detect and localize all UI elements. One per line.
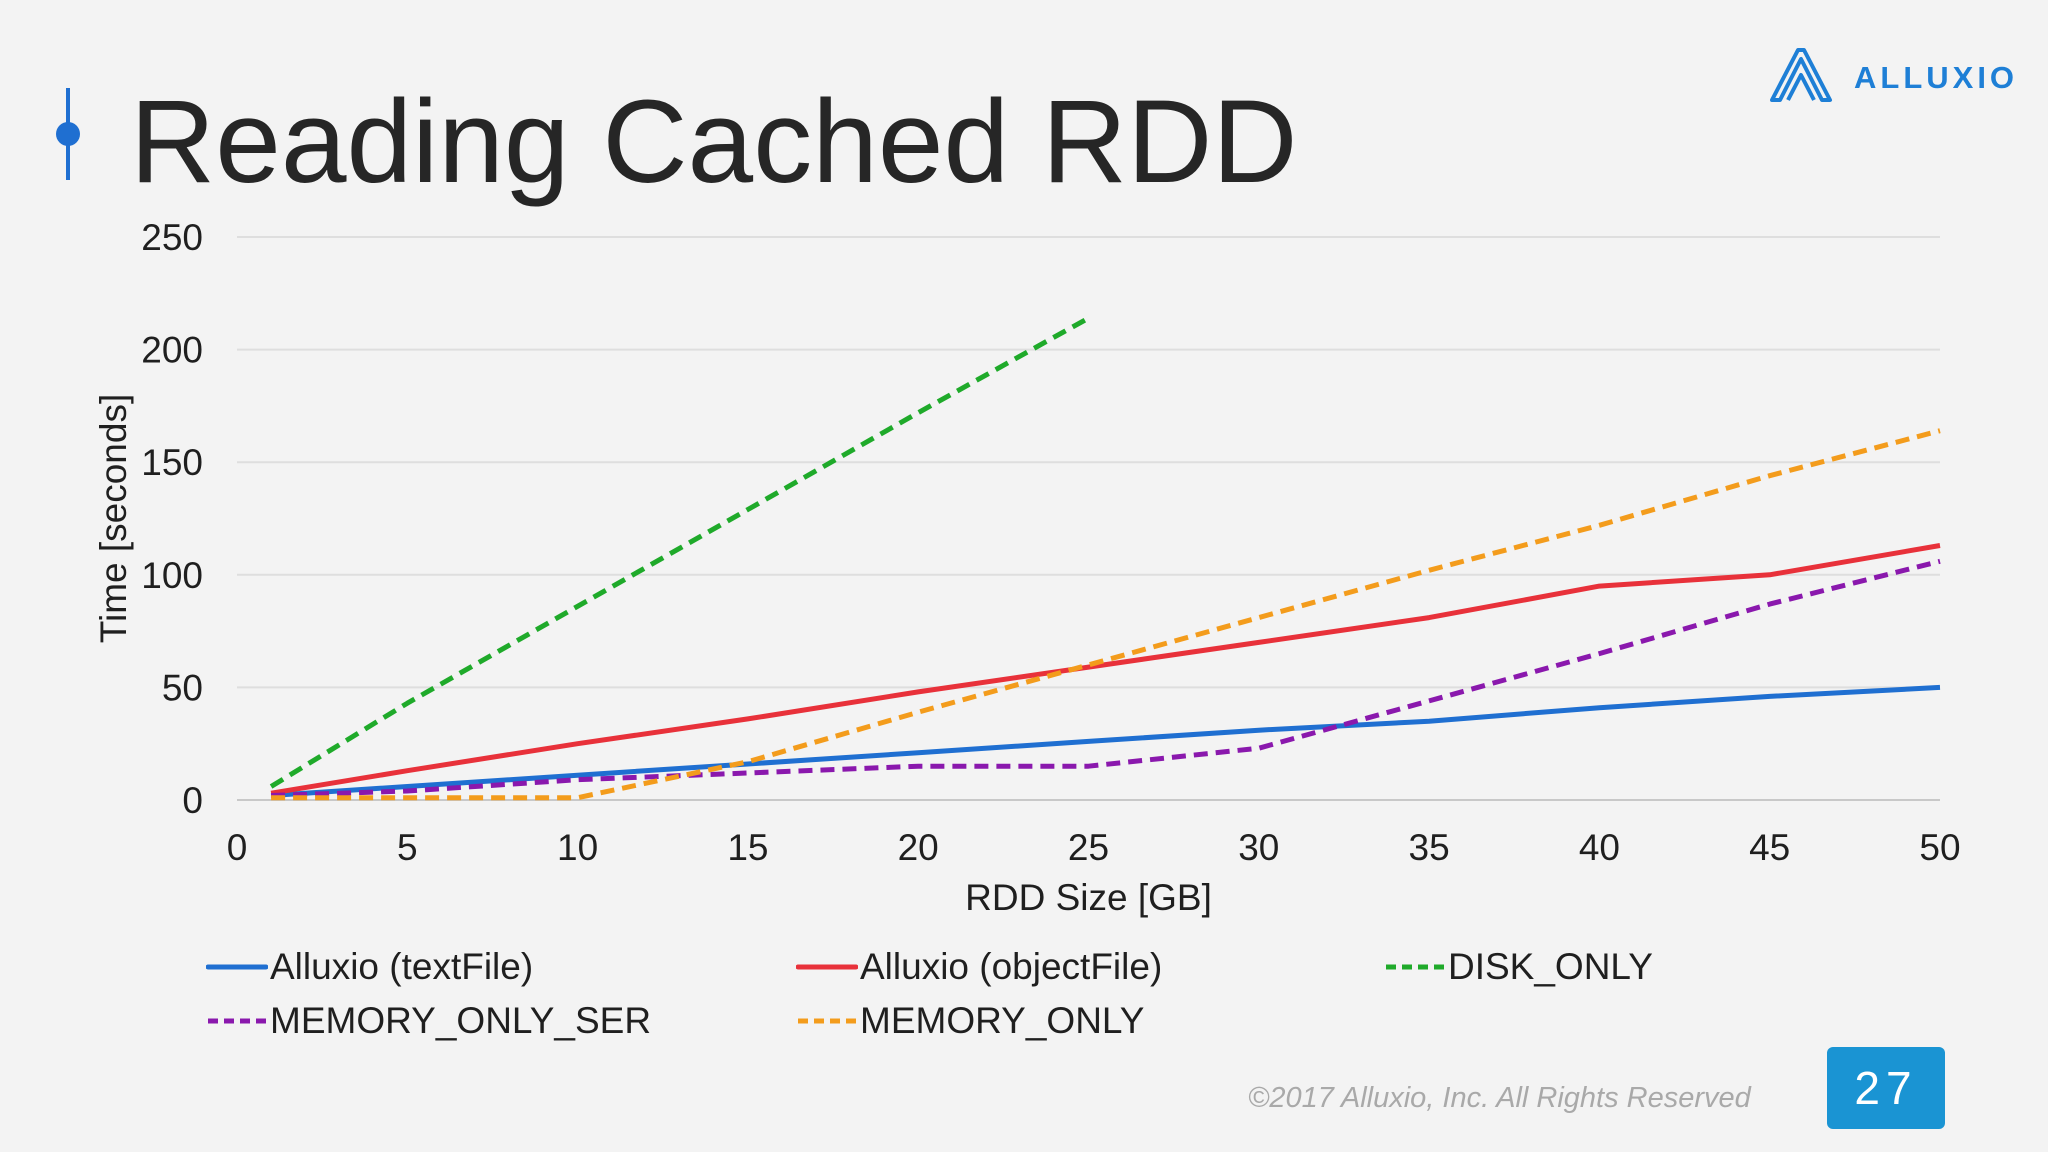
y-tick-label: 50 — [162, 667, 203, 708]
series-line-memory-only — [271, 428, 1941, 801]
y-tick-label: 0 — [182, 780, 203, 821]
y-axis-label: Time [seconds] — [93, 394, 134, 644]
x-tick-label: 25 — [1068, 827, 1109, 868]
y-tick-label: 250 — [141, 217, 203, 258]
x-tick-label: 40 — [1579, 827, 1620, 868]
logo-wordmark: ALLUXIO — [1854, 60, 2019, 95]
x-tick-label: 50 — [1919, 827, 1960, 868]
slide-title: Reading Cached RDD — [130, 76, 1298, 208]
series-line-disk-only — [269, 315, 1090, 789]
page-number-badge: 27 — [1827, 1047, 1945, 1129]
y-tick-label: 200 — [141, 330, 203, 371]
legend-swatch — [798, 1018, 856, 1024]
legend-item-alluxio-objectfile: Alluxio (objectFile) — [796, 942, 1162, 992]
alluxio-logo-icon — [1770, 48, 1832, 102]
legend-item-memory-only: MEMORY_ONLY — [796, 996, 1144, 1046]
legend-label: Alluxio (objectFile) — [860, 946, 1163, 987]
legend-swatch — [796, 964, 858, 970]
series-line-alluxio-objectfile — [270, 543, 1941, 796]
x-tick-label: 0 — [227, 827, 248, 868]
legend-label: MEMORY_ONLY_SER — [270, 1000, 652, 1041]
x-tick-label: 10 — [557, 827, 598, 868]
x-axis-label: RDD Size [GB] — [965, 877, 1212, 918]
y-tick-label: 150 — [141, 442, 203, 483]
line-chart: 0 50 100 150 200 250 0 5 10 15 20 25 30 35 40 45 50 RDD S… — [93, 217, 1961, 918]
chart-legend: Alluxio (textFile) Alluxio (objectFile) … — [206, 940, 1806, 1060]
x-tick-label: 45 — [1749, 827, 1790, 868]
legend-item-alluxio-textfile: Alluxio (textFile) — [206, 942, 533, 992]
legend-item-memory-only-ser: MEMORY_ONLY_SER — [206, 996, 651, 1046]
x-tick-label: 20 — [898, 827, 939, 868]
legend-label: MEMORY_ONLY — [860, 1000, 1145, 1041]
alluxio-logo: ALLUXIO — [1768, 46, 2018, 106]
legend-item-disk-only: DISK_ONLY — [1384, 942, 1653, 992]
x-tick-label: 35 — [1409, 827, 1450, 868]
legend-label: Alluxio (textFile) — [270, 946, 534, 987]
legend-swatch — [1386, 964, 1444, 970]
legend-label: DISK_ONLY — [1448, 946, 1653, 987]
copyright-footer: ©2017 Alluxio, Inc. All Rights Reserved — [1248, 1082, 1751, 1114]
series-line-alluxio-textfile — [270, 684, 1941, 798]
legend-swatch — [206, 964, 268, 970]
x-tick-label: 5 — [397, 827, 418, 868]
slide-accent-dot — [56, 122, 80, 146]
x-tick-label: 30 — [1238, 827, 1279, 868]
y-tick-label: 100 — [141, 555, 203, 596]
x-tick-label: 15 — [727, 827, 768, 868]
series-line-memory-only-ser — [271, 558, 1941, 798]
legend-swatch — [208, 1018, 266, 1024]
